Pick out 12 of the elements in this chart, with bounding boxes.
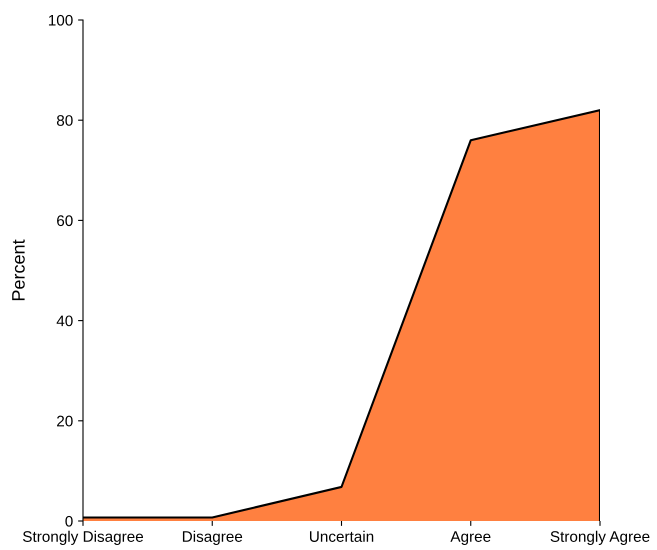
- y-tick-label: 40: [56, 315, 73, 326]
- y-axis-title: Percent: [12, 240, 25, 300]
- x-tick-label: Strongly Disagree: [22, 530, 144, 545]
- y-tick-label: 20: [57, 416, 73, 426]
- x-tick-label: Strongly Agree: [550, 530, 650, 545]
- x-tick-label: Uncertain: [310, 530, 374, 542]
- y-tick-label: 60: [57, 215, 73, 226]
- y-tick-label: 100: [48, 14, 73, 26]
- x-tick-label: Agree: [450, 531, 490, 545]
- x-tick-label: Disagree: [182, 530, 242, 545]
- y-tick-label: 0: [65, 516, 73, 527]
- y-tick-label: 80: [56, 115, 73, 126]
